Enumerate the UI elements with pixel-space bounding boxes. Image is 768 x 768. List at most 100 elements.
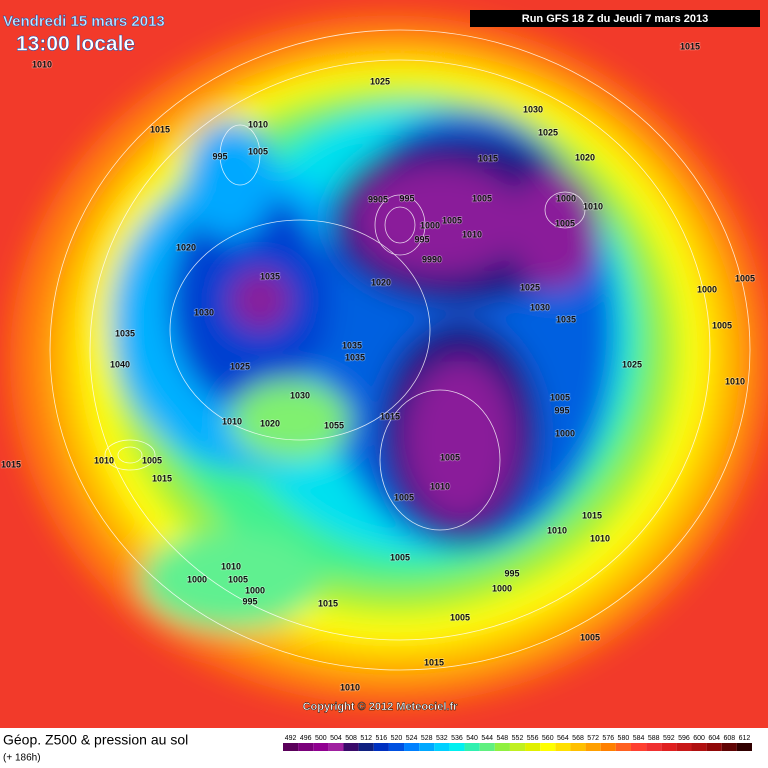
isobar-label: 1010 [725, 376, 745, 386]
isobar-labels: 1010 1015 1025 1030 1015 1010 995 1005 1025 1015 1… [0, 41, 756, 694]
isobar-label: 1025 [622, 359, 642, 369]
legend-swatch [615, 743, 631, 751]
legend-label: 612 [739, 735, 751, 742]
isobar-label: 1035 [115, 328, 135, 338]
legend-swatch [540, 743, 556, 751]
map-time: 13:00 locale [16, 33, 135, 56]
legend-label: 528 [421, 735, 433, 742]
isobar-label: 1010 [221, 561, 241, 571]
color-legend: 492 496 500 504 508 512 516 520 524 528 532 536 540 5… [283, 735, 752, 751]
legend-swatch [388, 743, 405, 751]
legend-swatch [494, 743, 510, 751]
legend-label: 576 [602, 735, 614, 742]
legend-swatch [404, 743, 420, 751]
legend-label: 572 [587, 735, 599, 742]
isobar-label: 1015 [424, 657, 444, 667]
legend-label: 496 [300, 735, 312, 742]
isobar-label: 1010 [248, 119, 268, 129]
legend-swatch [283, 743, 299, 751]
isobar-label: 995 [242, 596, 257, 606]
legend-swatch [691, 743, 707, 751]
isobar-label: 995 [212, 151, 227, 161]
isobar-label: 9990 [422, 254, 442, 264]
legend-label: 600 [693, 735, 705, 742]
legend-swatch [434, 743, 450, 751]
isobar-label: 1005 [735, 273, 755, 283]
legend-swatch [646, 743, 662, 751]
legend-swatch [721, 743, 737, 751]
legend-label: 556 [527, 735, 539, 742]
isobar-label: 1020 [575, 152, 595, 162]
isobar-label: 1035 [342, 340, 362, 350]
legend-swatch [343, 743, 359, 751]
isobar-label: 1015 [1, 459, 21, 469]
legend-label: 592 [663, 735, 675, 742]
isobar-label: 1000 [420, 220, 440, 230]
legend-label: 532 [436, 735, 448, 742]
map-date: Vendredi 15 mars 2013 [3, 13, 165, 30]
isobar-label: 1015 [380, 411, 400, 421]
isobar-label: 1015 [582, 510, 602, 520]
isobar-label: 1030 [530, 302, 550, 312]
isobar-label: 1020 [260, 418, 280, 428]
isobar-label: 1015 [150, 124, 170, 134]
legend-swatch [479, 743, 495, 751]
isobar-label: 1005 [442, 215, 462, 225]
isobar-label: 1010 [94, 455, 114, 465]
isobar-label: 1010 [340, 682, 360, 692]
legend-label: 536 [451, 735, 463, 742]
legend-label: 520 [391, 735, 403, 742]
isobar-label: 1020 [176, 242, 196, 252]
isobar-label: 1005 [712, 320, 732, 330]
legend-swatch [373, 743, 389, 751]
isobar-label: 1005 [248, 146, 268, 156]
isobar-label: 9905 [368, 194, 388, 204]
isobar-label: 1010 [583, 201, 603, 211]
legend-label: 564 [557, 735, 569, 742]
isobar-label: 1025 [520, 282, 540, 292]
isobar-label: 1000 [697, 284, 717, 294]
legend-swatch [328, 743, 344, 751]
isobar-label: 1010 [462, 229, 482, 239]
legend-swatch [449, 743, 465, 751]
isobar-label: 1010 [222, 416, 242, 426]
legend-label: 596 [678, 735, 690, 742]
isobar-label: 1025 [230, 361, 250, 371]
legend-label: 548 [497, 735, 509, 742]
legend-swatch [525, 743, 541, 751]
legend-swatch [706, 743, 722, 751]
run-info: Run GFS 18 Z du Jeudi 7 mars 2013 [522, 13, 708, 25]
isobar-label: 1005 [450, 612, 470, 622]
legend-label: 516 [375, 735, 387, 742]
isobar-label: 1005 [142, 455, 162, 465]
legend-swatch [419, 743, 435, 751]
legend-label: 500 [315, 735, 327, 742]
isobar-label: 1015 [318, 598, 338, 608]
isobar-label: 1000 [492, 583, 512, 593]
isobar-label: 1030 [290, 390, 310, 400]
isobar-label: 1055 [324, 420, 344, 430]
legend-swatch [555, 743, 571, 751]
legend-label: 504 [330, 735, 342, 742]
legend-label: 512 [360, 735, 372, 742]
legend-label: 560 [542, 735, 554, 742]
legend-swatch [661, 743, 677, 751]
legend-label: 588 [648, 735, 660, 742]
isobar-label: 1000 [555, 428, 575, 438]
legend-swatch [585, 743, 601, 751]
legend-label: 584 [633, 735, 645, 742]
isobar-label: 1040 [110, 359, 130, 369]
legend-label: 524 [406, 735, 418, 742]
isobar-label: 1025 [538, 127, 558, 137]
isobar-label: 1035 [345, 352, 365, 362]
legend-swatch [298, 743, 314, 751]
isobar-label: 1005 [472, 193, 492, 203]
footer-lead: (+ 186h) [3, 753, 41, 764]
isobar-label: 995 [504, 568, 519, 578]
legend-swatch [358, 743, 374, 751]
legend-swatch [600, 743, 616, 751]
isobar-label: 1000 [556, 193, 576, 203]
legend-label: 540 [466, 735, 478, 742]
